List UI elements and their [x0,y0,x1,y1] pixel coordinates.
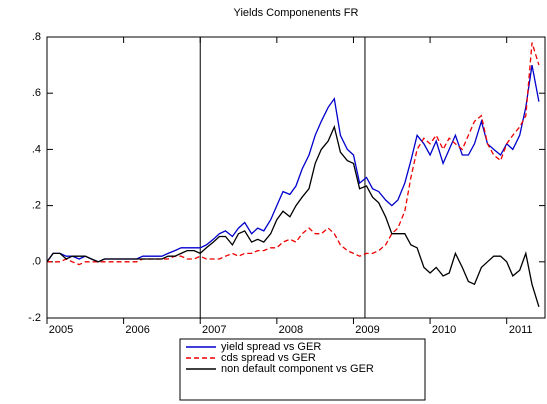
legend-box [179,338,426,401]
series-line [46,124,540,307]
legend-label: cds spread vs GER [221,352,316,364]
chart-title: Yields Componenents FR [234,7,359,19]
y-tick-label: .0 [32,256,41,268]
x-tick-label: 2010 [432,324,456,336]
y-tick-label: -.2 [28,312,41,324]
series-line [47,42,540,266]
y-tick-label: .4 [32,143,41,155]
x-tick-label: 2005 [49,324,73,336]
x-tick-label: 2006 [125,324,149,336]
plot-frame [46,36,546,319]
x-tick-label: 2009 [355,324,379,336]
x-tick-label: 2008 [279,324,303,336]
x-tick-label: 2011 [509,324,533,336]
y-tick-label: .2 [32,200,41,212]
x-tick-label: 2007 [202,324,226,336]
legend-label: yield spread vs GER [221,341,321,353]
series-line [46,64,540,263]
legend-label: non default component vs GER [221,363,374,375]
y-tick-label: .8 [32,31,41,43]
y-tick-label: .6 [32,87,41,99]
